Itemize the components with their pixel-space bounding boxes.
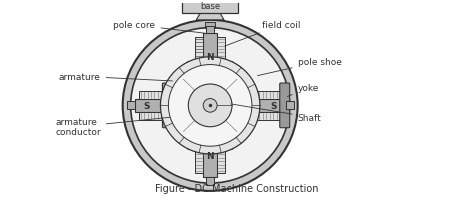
FancyBboxPatch shape bbox=[187, 62, 233, 72]
Bar bbox=[203, 34, 217, 65]
Bar bbox=[254, 113, 282, 120]
FancyBboxPatch shape bbox=[280, 84, 290, 128]
FancyBboxPatch shape bbox=[187, 140, 233, 149]
Text: field coil: field coil bbox=[225, 21, 301, 47]
Text: Figure - DC Machine Construction: Figure - DC Machine Construction bbox=[155, 183, 319, 193]
Bar bbox=[195, 38, 203, 65]
Circle shape bbox=[188, 85, 232, 127]
Bar bbox=[254, 91, 282, 99]
Text: S: S bbox=[271, 101, 277, 110]
Bar bbox=[138, 91, 166, 99]
Text: N: N bbox=[206, 53, 214, 62]
Text: S: S bbox=[143, 101, 150, 110]
Circle shape bbox=[131, 28, 290, 183]
Text: base: base bbox=[200, 2, 220, 11]
Circle shape bbox=[161, 58, 260, 154]
Circle shape bbox=[203, 99, 217, 113]
Bar bbox=[138, 113, 166, 120]
Bar bbox=[182, 2, 238, 14]
Text: pole shoe: pole shoe bbox=[257, 58, 342, 76]
Text: yoke: yoke bbox=[287, 84, 319, 97]
Text: armature
conductor: armature conductor bbox=[55, 118, 170, 137]
Bar bbox=[217, 38, 225, 65]
Text: armature: armature bbox=[59, 72, 173, 82]
Bar bbox=[206, 177, 214, 185]
Bar bbox=[254, 99, 286, 113]
Text: Shaft: Shaft bbox=[231, 104, 321, 122]
Bar bbox=[286, 102, 294, 110]
Bar bbox=[195, 146, 203, 174]
Circle shape bbox=[123, 21, 298, 191]
Text: N: N bbox=[206, 152, 214, 161]
Bar bbox=[206, 27, 214, 34]
FancyBboxPatch shape bbox=[163, 84, 173, 128]
Circle shape bbox=[168, 65, 252, 146]
Bar bbox=[127, 102, 135, 110]
Bar bbox=[135, 99, 166, 113]
Bar bbox=[203, 146, 217, 177]
Polygon shape bbox=[196, 14, 224, 21]
Text: pole core: pole core bbox=[113, 21, 204, 34]
Bar bbox=[217, 146, 225, 174]
Bar bbox=[205, 23, 215, 28]
